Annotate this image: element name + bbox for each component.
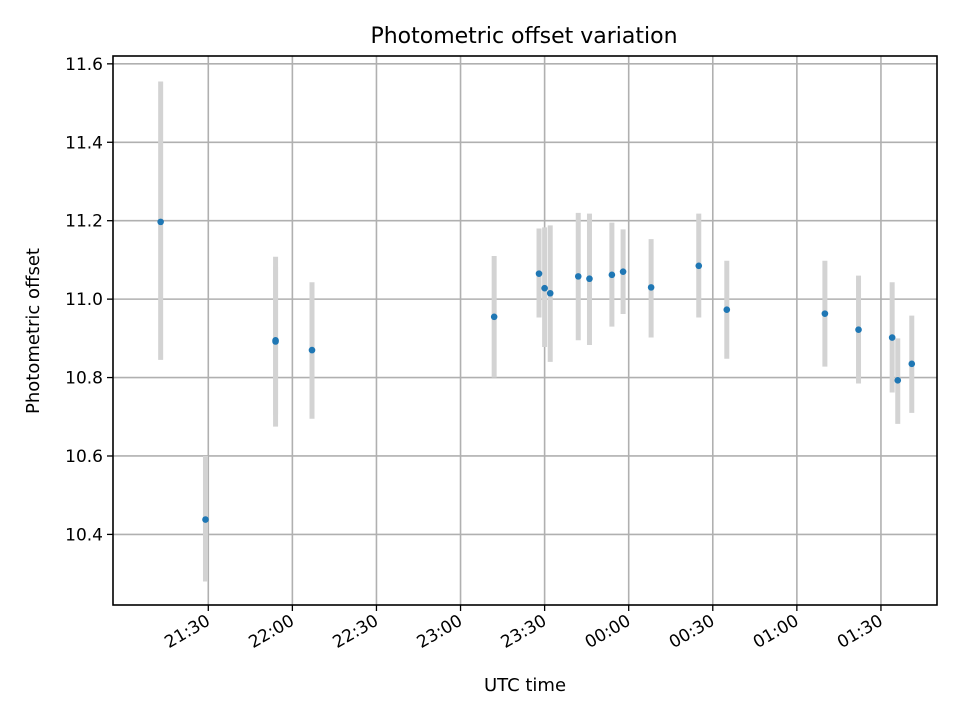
data-point <box>894 377 902 384</box>
data-point <box>608 271 616 279</box>
data-point <box>908 360 916 368</box>
data-point <box>490 313 498 321</box>
data-points <box>157 218 916 523</box>
x-tick-label: 00:30 <box>666 611 718 653</box>
data-point <box>157 218 164 226</box>
data-point <box>855 326 862 334</box>
y-axis-ticks: 10.4 10.6 10.8 11.0 11.2 11.4 11.6 <box>65 55 113 545</box>
data-point <box>535 270 543 277</box>
data-point <box>695 262 703 270</box>
data-point <box>647 284 655 291</box>
error-bars <box>158 81 915 582</box>
data-point <box>308 346 316 354</box>
x-axis-label: UTC time <box>484 675 566 696</box>
x-tick-label: 22:30 <box>330 611 382 653</box>
x-tick-label: 21:30 <box>161 611 213 653</box>
y-tick-label: 11.4 <box>65 133 103 153</box>
data-point <box>619 268 627 275</box>
y-tick-label: 11.0 <box>65 290 103 310</box>
y-axis-label: Photometric offset <box>23 248 44 414</box>
x-tick-label: 00:00 <box>582 611 634 653</box>
x-axis-ticks: 21:30 22:00 22:30 23:00 23:30 00:00 00:30 01:00… <box>161 605 886 653</box>
data-point <box>272 338 279 345</box>
data-point <box>586 275 593 283</box>
x-tick-label: 01:00 <box>750 611 802 653</box>
y-tick-label: 11.2 <box>65 212 103 232</box>
y-tick-label: 11.6 <box>65 55 103 75</box>
y-tick-label: 10.6 <box>65 447 103 467</box>
y-tick-label: 10.8 <box>65 369 103 389</box>
grid-lines <box>113 56 937 605</box>
data-point <box>541 284 548 292</box>
data-point <box>888 334 896 341</box>
data-point <box>723 306 731 314</box>
x-tick-label: 23:30 <box>498 611 550 653</box>
x-tick-label: 22:00 <box>245 611 297 653</box>
y-tick-label: 10.4 <box>65 525 103 545</box>
data-point <box>821 310 829 317</box>
data-point <box>202 516 209 523</box>
data-point <box>574 273 582 280</box>
chart-title: Photometric offset variation <box>370 24 677 49</box>
data-point <box>546 289 554 297</box>
x-tick-label: 01:30 <box>834 611 886 653</box>
x-tick-label: 23:00 <box>414 611 466 653</box>
plot-frame <box>112 55 938 606</box>
